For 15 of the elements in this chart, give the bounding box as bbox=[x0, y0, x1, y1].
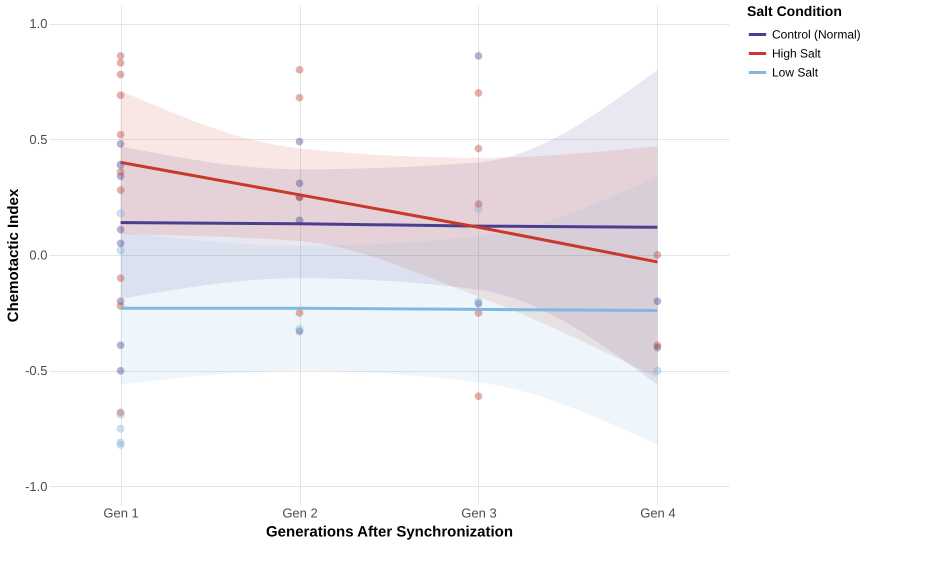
x-tick-label: Gen 3 bbox=[461, 506, 497, 520]
x-axis-title: Generations After Synchronization bbox=[266, 524, 513, 540]
legend-label: Control (Normal) bbox=[772, 28, 861, 42]
y-tick-label: 0.5 bbox=[29, 132, 48, 147]
legend-label: High Salt bbox=[772, 46, 822, 60]
y-axis-title: Chemotactic Index bbox=[5, 188, 22, 322]
x-tick-label: Gen 2 bbox=[282, 506, 318, 520]
legend-title: Salt Condition bbox=[747, 3, 842, 19]
y-tick-label: 1.0 bbox=[29, 16, 48, 32]
y-tick-label: -1.0 bbox=[25, 478, 48, 494]
y-tick-label: 0.0 bbox=[29, 248, 48, 262]
x-tick-label: Gen 1 bbox=[103, 506, 139, 520]
legend-label: Low Salt bbox=[772, 66, 819, 80]
y-tick-label: -0.5 bbox=[25, 363, 48, 378]
x-tick-label: Gen 4 bbox=[640, 506, 676, 520]
